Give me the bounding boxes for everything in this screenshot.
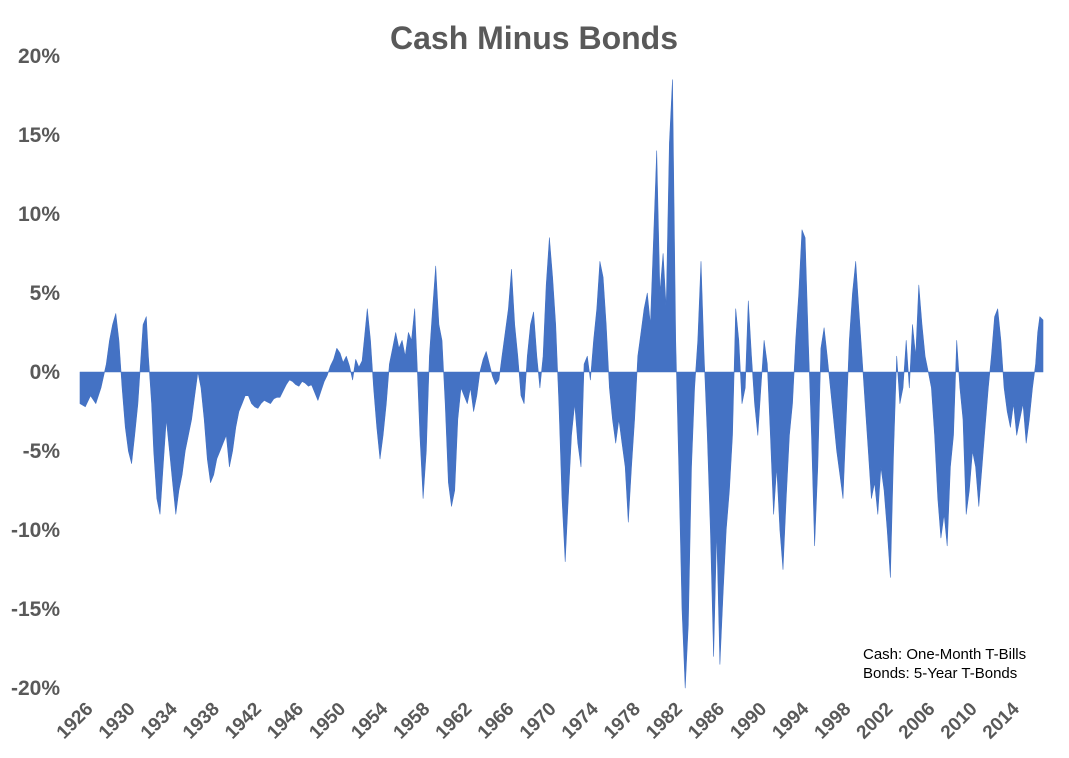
x-tick-label: 1978 — [600, 699, 645, 744]
x-tick-label: 1966 — [474, 699, 519, 744]
chart-title: Cash Minus Bonds — [390, 20, 678, 56]
x-tick-label: 2006 — [895, 699, 940, 744]
x-tick-label: 1954 — [347, 698, 392, 743]
x-tick-label: 1926 — [53, 699, 98, 744]
x-tick-label: 1994 — [768, 698, 813, 743]
annotation-box: Cash: One-Month T-Bills Bonds: 5-Year T-… — [863, 646, 1026, 682]
plot-area — [79, 79, 1044, 689]
y-tick-label: -15% — [11, 598, 60, 621]
x-tick-label: 1962 — [432, 699, 477, 744]
x-tick-label: 1958 — [390, 699, 435, 744]
y-tick-label: 10% — [18, 203, 60, 226]
y-axis: 20% 15% 10% 5% 0% -5% -10% -15% -20% — [11, 45, 60, 700]
x-tick-label: 1998 — [811, 699, 856, 744]
y-tick-label: -5% — [23, 440, 61, 463]
x-tick-label: 2014 — [979, 698, 1024, 743]
annotation-cash: Cash: One-Month T-Bills — [863, 646, 1026, 663]
x-tick-label: 1990 — [726, 699, 771, 744]
x-tick-label: 2002 — [853, 699, 898, 744]
y-tick-label: 15% — [18, 124, 60, 147]
x-tick-label: 2010 — [937, 699, 982, 744]
x-tick-label: 1986 — [684, 699, 729, 744]
x-tick-label: 1934 — [137, 698, 182, 743]
x-tick-label: 1970 — [516, 699, 561, 744]
x-tick-label: 1942 — [221, 699, 266, 744]
x-tick-label: 1974 — [558, 698, 603, 743]
y-tick-label: -10% — [11, 519, 60, 542]
x-tick-label: 1982 — [642, 699, 687, 744]
x-tick-label: 1938 — [179, 699, 224, 744]
y-tick-label: -20% — [11, 677, 60, 700]
x-axis: 1926193019341938194219461950195419581962… — [53, 698, 1024, 743]
x-tick-label: 1950 — [305, 699, 350, 744]
y-tick-label: 20% — [18, 45, 60, 68]
area-series-0 — [79, 79, 1044, 689]
annotation-bonds: Bonds: 5-Year T-Bonds — [863, 665, 1017, 682]
x-tick-label: 1946 — [263, 699, 308, 744]
x-tick-label: 1930 — [95, 699, 140, 744]
y-tick-label: 0% — [30, 361, 61, 384]
y-tick-label: 5% — [30, 282, 61, 305]
